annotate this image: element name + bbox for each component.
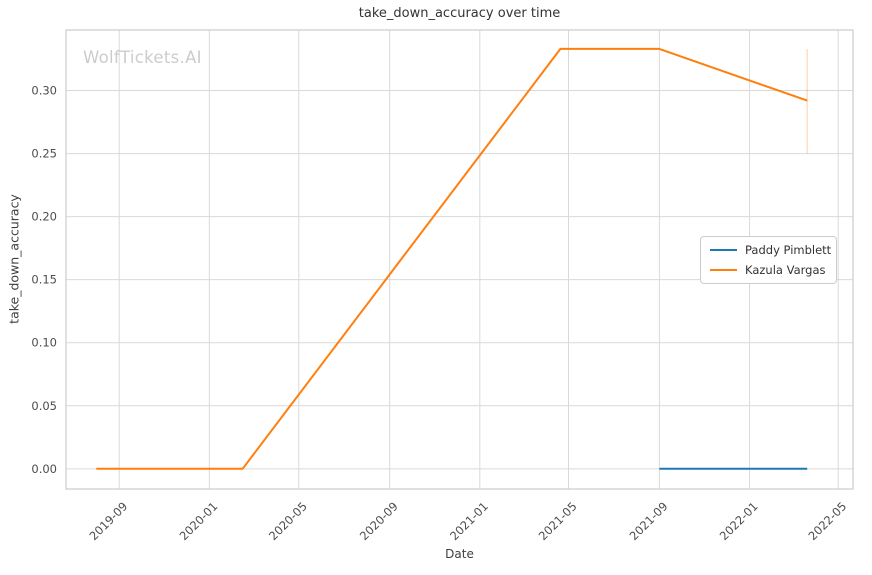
y-tick-label: 0.00 xyxy=(31,462,57,476)
legend-label: Kazula Vargas xyxy=(745,263,826,277)
legend-item: Paddy Pimblett xyxy=(710,243,831,257)
watermark: WolfTickets.AI xyxy=(83,48,202,67)
legend: Paddy Pimblett Kazula Vargas xyxy=(700,236,837,284)
x-axis-label: Date xyxy=(445,547,474,561)
x-tick-label: 2022-05 xyxy=(805,499,849,543)
y-tick-label: 0.30 xyxy=(31,84,57,98)
y-tick-label: 0.25 xyxy=(31,147,57,161)
y-tick-label: 0.10 xyxy=(31,336,57,350)
y-tick-label: 0.05 xyxy=(31,399,57,413)
legend-label: Paddy Pimblett xyxy=(745,243,832,257)
x-tick-label: 2021-09 xyxy=(627,499,671,543)
x-tick-label: 2020-09 xyxy=(357,499,401,543)
plot-border xyxy=(65,29,854,490)
legend-line-swatch-blue xyxy=(710,249,737,251)
y-tick-label: 0.15 xyxy=(31,273,57,287)
x-tick-label: 2019-09 xyxy=(86,499,130,543)
series-line-kazula-vargas xyxy=(96,47,808,470)
x-tick-label: 2020-05 xyxy=(266,499,310,543)
x-tick-label: 2021-05 xyxy=(536,499,580,543)
x-tick-label: 2020-01 xyxy=(177,499,221,543)
chart-title: take_down_accuracy over time xyxy=(358,6,561,21)
legend-line-swatch-orange xyxy=(710,269,737,271)
x-tick-label: 2021-01 xyxy=(447,499,491,543)
y-tick-label: 0.20 xyxy=(31,210,57,224)
legend-item: Kazula Vargas xyxy=(710,263,827,277)
x-tick-label: 2022-01 xyxy=(717,499,761,543)
y-axis-label: take_down_accuracy xyxy=(6,194,22,324)
